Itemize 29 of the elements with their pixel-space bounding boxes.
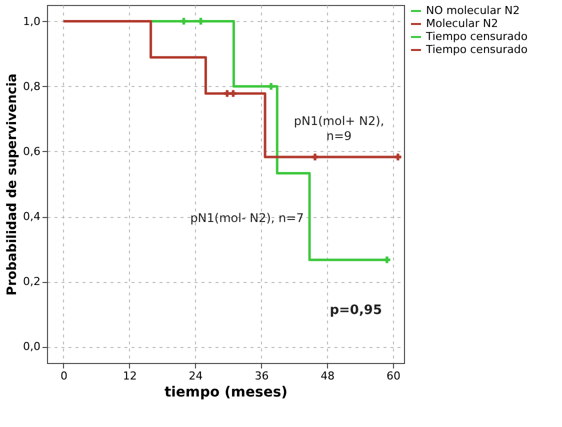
x-tick-label: 0 bbox=[60, 370, 68, 382]
y-tick-label: 0,4 bbox=[23, 210, 40, 224]
point bbox=[394, 154, 402, 160]
x-tick-label: 12 bbox=[122, 370, 137, 382]
y-tick-label: 0,6 bbox=[23, 144, 40, 158]
y-tick-label: 1,0 bbox=[23, 14, 40, 28]
legend-label: NO molecular N2 bbox=[426, 4, 520, 17]
point bbox=[384, 256, 390, 264]
x-tick-label: 60 bbox=[386, 370, 401, 382]
point bbox=[197, 18, 204, 25]
x-tick-label: 36 bbox=[254, 370, 269, 382]
y-tick-label: 0,0 bbox=[23, 340, 40, 354]
point bbox=[224, 90, 230, 97]
annotation: p=0,95 bbox=[330, 303, 382, 318]
y-axis-title: Probabilidad de supervivencia bbox=[5, 73, 20, 296]
legend-label: Molecular N2 bbox=[426, 17, 498, 30]
point bbox=[180, 18, 188, 25]
point bbox=[268, 83, 274, 90]
x-axis-title: tiempo (meses) bbox=[164, 384, 288, 400]
x-tick-label: 48 bbox=[320, 370, 335, 382]
y-tick-label: 0,8 bbox=[23, 80, 40, 93]
point bbox=[230, 90, 237, 97]
legend-label: Tiempo censurado bbox=[425, 43, 528, 56]
legend-label: Tiempo censurado bbox=[425, 30, 528, 43]
annotation: pN1(mol- N2), n=7 bbox=[190, 211, 304, 225]
annotation: pN1(mol+ N2), n=9 bbox=[294, 114, 384, 143]
point bbox=[312, 154, 318, 160]
x-tick-label: 24 bbox=[188, 370, 203, 382]
y-tick-label: 0,2 bbox=[23, 275, 40, 288]
